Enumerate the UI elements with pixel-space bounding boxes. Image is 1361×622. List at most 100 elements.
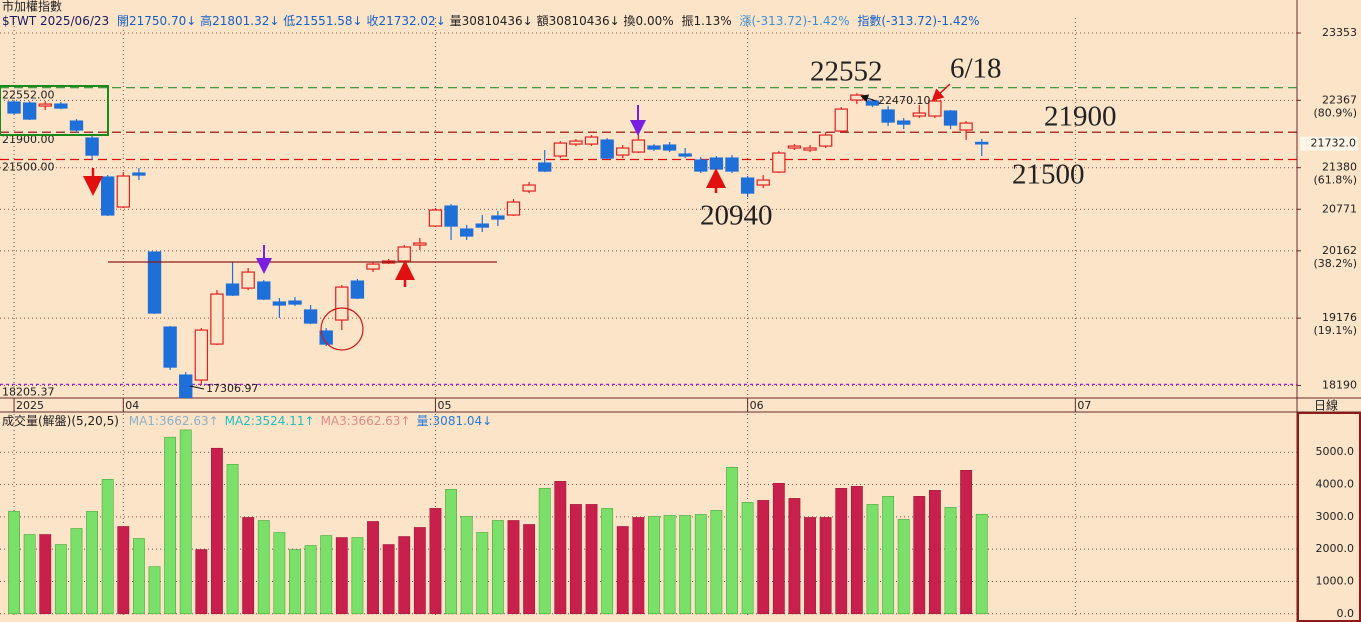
candle-body — [319, 330, 333, 345]
y-tick-label: 22367 — [1322, 93, 1357, 106]
candle-body — [662, 144, 677, 151]
candle-body — [22, 102, 37, 120]
volume-bar — [86, 511, 99, 615]
volume-bar — [242, 517, 255, 615]
volume-bar — [632, 517, 645, 615]
volume-bar — [679, 515, 692, 615]
candle-body — [959, 122, 973, 131]
candle-body — [85, 137, 99, 156]
volume-bar — [663, 515, 676, 615]
volume-bar — [413, 527, 426, 615]
y-tick-label: 2000.0 — [1316, 542, 1355, 555]
level-label: 21900.00 — [2, 133, 55, 146]
candle-body — [772, 152, 786, 173]
y-tick-label: 4000.0 — [1316, 478, 1355, 491]
volume-bar — [398, 536, 411, 615]
volume-header: 成交量(解盤)(5,20,5) MA1:3662.63↑ MA2:3524.11↑… — [2, 413, 492, 428]
quote-volume: 量30810436↓ — [450, 14, 533, 28]
candle-body — [975, 141, 989, 145]
candle-body — [928, 100, 942, 117]
candle-body — [709, 157, 724, 170]
candle-body — [366, 263, 380, 270]
candle-body — [132, 172, 146, 176]
y-tick-label: 18190 — [1322, 378, 1357, 391]
volume-bar — [616, 526, 629, 615]
volume-plot — [8, 429, 988, 615]
candle-body — [912, 112, 926, 117]
candle-body — [459, 228, 474, 237]
last-price-label: 21732.0 — [1311, 137, 1357, 150]
volume-bar — [850, 486, 863, 615]
highlight-box — [0, 85, 109, 136]
axes: 18190 19176 20162 20771 21380 22367 23353 (19.1… — [2, 26, 1358, 620]
candle-body — [475, 223, 489, 228]
volume-bar — [975, 513, 988, 615]
candle-body — [787, 145, 802, 149]
x-tick-label: 07 — [1077, 399, 1091, 412]
volume-bar — [8, 511, 20, 615]
candle-body — [678, 153, 692, 157]
volume-bar — [897, 519, 910, 615]
arrow-high — [860, 94, 877, 103]
arrow-6-18 — [931, 83, 951, 102]
volume-bar — [148, 566, 161, 615]
volume-bar — [101, 479, 114, 615]
annotation: 20940 — [700, 200, 773, 232]
quote-high: 高21801.32↓ — [200, 13, 279, 28]
volume-bar — [523, 524, 536, 615]
volume-bar — [257, 520, 270, 615]
annotation: 21900 — [1044, 101, 1117, 133]
price-plot — [0, 87, 1297, 398]
volume-bar — [304, 545, 317, 615]
candle-body — [288, 300, 302, 305]
quote-close: 收21732.02↓ — [366, 14, 445, 28]
volume-bar — [445, 489, 457, 615]
annotation: 21500 — [1012, 159, 1085, 191]
candle-body — [896, 120, 911, 125]
volume-title: 成交量(解盤)(5,20,5) — [2, 413, 119, 428]
y-tick-label: 20771 — [1322, 202, 1357, 215]
candle-body — [428, 209, 443, 227]
candle-body — [647, 145, 661, 150]
volume-bar — [39, 534, 52, 615]
candle-body — [834, 108, 848, 132]
volume-bar — [289, 549, 301, 615]
quote-symbol: $TWT 2025/06/23 — [2, 14, 109, 28]
candle-body — [179, 374, 193, 398]
candle-body — [225, 283, 240, 296]
quote-change: 漲(-313.72)-1.42% — [739, 14, 849, 28]
candle-body — [101, 176, 115, 216]
volume-bar — [54, 544, 67, 615]
y-tick-label: 19176 — [1322, 311, 1357, 324]
volume-bar — [320, 535, 333, 615]
volume-bar — [757, 500, 770, 615]
y-tick-label: 0.0 — [1337, 607, 1355, 620]
x-tick-label: 04 — [125, 399, 139, 412]
volume-bar — [273, 532, 286, 615]
volume-bar — [429, 508, 442, 615]
x-tick-label: 06 — [750, 399, 764, 412]
fib-label: (80.9%) — [1313, 106, 1357, 119]
indicator: MA1:3662.63↑ — [129, 414, 219, 428]
volume-bar — [226, 463, 239, 615]
volume-bar — [554, 481, 567, 615]
low-pointer — [189, 385, 205, 390]
candle-body — [335, 286, 349, 321]
volume-bar — [23, 534, 36, 615]
y-tick-label: 1000.0 — [1316, 574, 1355, 587]
candle-body — [163, 326, 177, 368]
x-tick-label: 2025 — [16, 399, 44, 412]
candle-body — [397, 246, 411, 262]
quote-amount: 額30810436↓ — [537, 14, 620, 28]
period-label: 日線 — [1314, 398, 1338, 413]
fib-label: (38.2%) — [1313, 257, 1357, 270]
fib-label: (19.1%) — [1313, 324, 1357, 337]
volume-bar — [507, 520, 520, 615]
candle-body — [194, 329, 209, 381]
candle-body — [803, 147, 817, 151]
x-tick-label: 05 — [437, 399, 451, 412]
annotation: 22552 — [810, 56, 883, 88]
candle-body — [694, 159, 708, 172]
volume-bar — [928, 490, 941, 615]
